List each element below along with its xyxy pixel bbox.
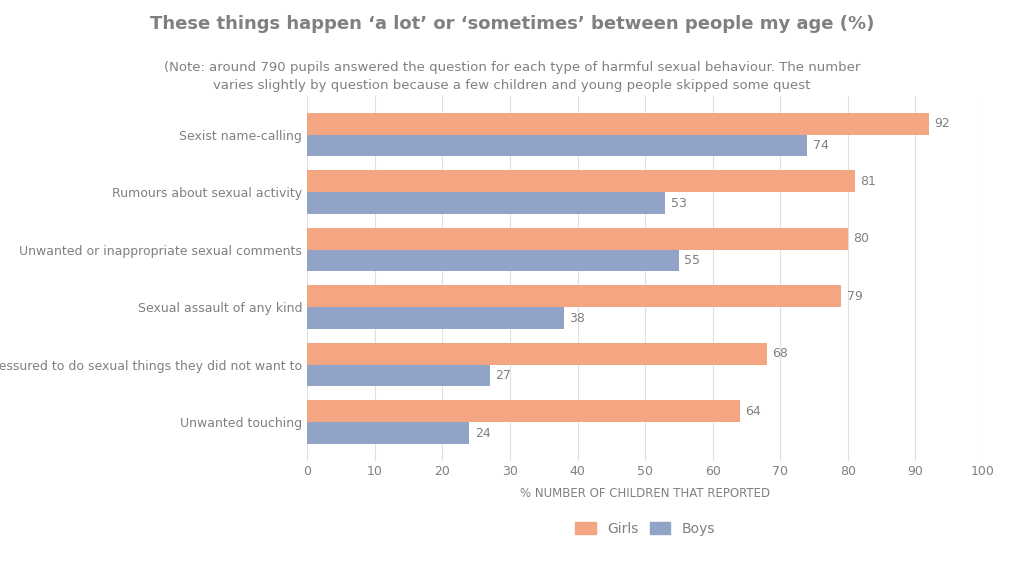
X-axis label: % NUMBER OF CHILDREN THAT REPORTED: % NUMBER OF CHILDREN THAT REPORTED — [520, 487, 770, 500]
Text: 80: 80 — [853, 232, 869, 245]
Bar — [307, 135, 807, 156]
Text: 53: 53 — [671, 196, 687, 209]
Text: 55: 55 — [684, 254, 700, 267]
Text: 74: 74 — [813, 139, 828, 152]
Text: These things happen ‘a lot’ or ‘sometimes’ between people my age (%): These things happen ‘a lot’ or ‘sometime… — [150, 15, 874, 33]
Bar — [307, 170, 855, 192]
Bar — [307, 228, 848, 250]
Bar — [307, 192, 666, 214]
Text: 24: 24 — [475, 427, 490, 440]
Text: 64: 64 — [745, 405, 761, 418]
Text: 38: 38 — [569, 311, 586, 325]
Bar — [307, 285, 841, 307]
Text: 68: 68 — [772, 347, 788, 360]
Bar — [307, 364, 489, 387]
Text: 79: 79 — [847, 290, 862, 303]
Bar — [307, 307, 564, 329]
Bar — [307, 343, 767, 364]
Bar — [307, 250, 679, 272]
Bar — [307, 422, 469, 444]
Text: 27: 27 — [495, 369, 511, 382]
Legend: Girls, Boys: Girls, Boys — [569, 516, 721, 541]
Bar — [307, 113, 929, 135]
Text: 92: 92 — [934, 117, 950, 130]
Text: (Note: around 790 pupils answered the question for each type of harmful sexual b: (Note: around 790 pupils answered the qu… — [164, 61, 860, 92]
Text: 81: 81 — [860, 175, 876, 188]
Bar — [307, 401, 739, 422]
